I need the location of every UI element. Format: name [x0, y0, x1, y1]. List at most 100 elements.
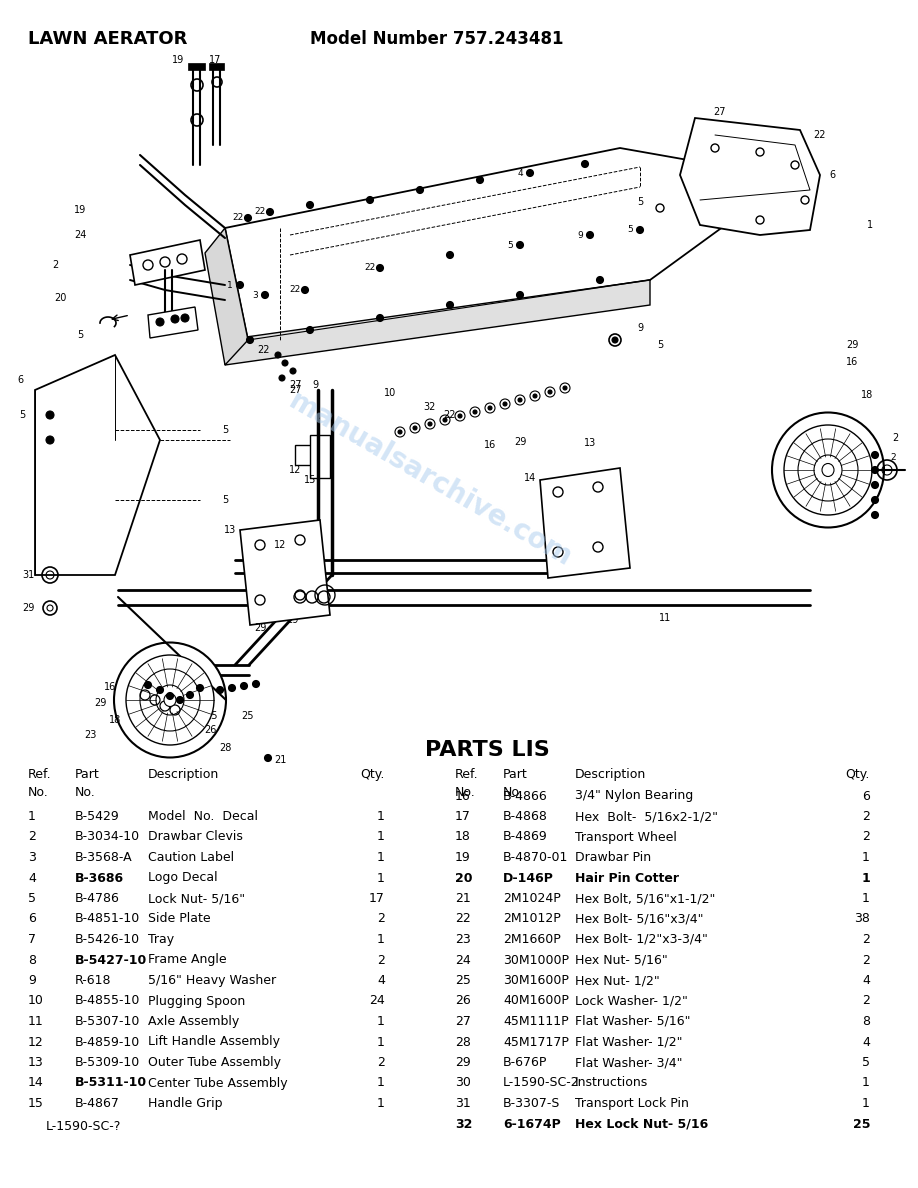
Polygon shape — [205, 228, 248, 365]
Text: 5/16" Heavy Washer: 5/16" Heavy Washer — [148, 974, 276, 987]
Text: 3: 3 — [252, 291, 258, 299]
Text: B-5307-10: B-5307-10 — [75, 1015, 140, 1028]
Text: 9: 9 — [577, 230, 583, 240]
Circle shape — [196, 684, 204, 691]
Text: 5: 5 — [222, 495, 229, 505]
Text: Hex Nut- 5/16": Hex Nut- 5/16" — [575, 954, 667, 967]
Text: 27: 27 — [289, 385, 301, 394]
Ellipse shape — [784, 425, 872, 516]
Circle shape — [279, 375, 285, 381]
Text: Center Tube Assembly: Center Tube Assembly — [148, 1076, 287, 1089]
Circle shape — [398, 430, 402, 434]
Text: 16: 16 — [484, 440, 496, 450]
Text: 12: 12 — [274, 541, 286, 550]
Text: 10: 10 — [28, 994, 44, 1007]
Text: 30: 30 — [455, 1076, 471, 1089]
Text: 14: 14 — [524, 473, 536, 484]
Text: Part: Part — [75, 767, 100, 781]
Text: 40M1600P: 40M1600P — [503, 994, 569, 1007]
Text: R-618: R-618 — [75, 974, 111, 987]
Text: B-5311-10: B-5311-10 — [75, 1076, 147, 1089]
Text: 2: 2 — [862, 933, 870, 946]
Polygon shape — [225, 148, 790, 340]
Text: 4: 4 — [862, 1036, 870, 1049]
Circle shape — [144, 682, 151, 689]
Text: 5: 5 — [28, 892, 36, 905]
Ellipse shape — [140, 669, 200, 731]
Text: B-3307-S: B-3307-S — [503, 1097, 560, 1110]
Circle shape — [307, 327, 314, 334]
Polygon shape — [188, 63, 205, 70]
Circle shape — [488, 406, 492, 410]
Text: 29: 29 — [22, 604, 34, 613]
Text: 32: 32 — [424, 402, 436, 412]
Polygon shape — [680, 118, 820, 235]
Circle shape — [533, 394, 537, 398]
Text: 27: 27 — [455, 1015, 471, 1028]
Text: 1: 1 — [377, 851, 385, 864]
Polygon shape — [540, 468, 630, 579]
Text: Lift Handle Assembly: Lift Handle Assembly — [148, 1036, 280, 1049]
Text: 31: 31 — [455, 1097, 471, 1110]
Circle shape — [871, 497, 879, 504]
Text: 13: 13 — [584, 438, 596, 448]
Text: 13: 13 — [224, 525, 236, 535]
Text: 17: 17 — [369, 892, 385, 905]
Text: B-5426-10: B-5426-10 — [75, 933, 140, 946]
Text: B-4859-10: B-4859-10 — [75, 1036, 140, 1049]
Text: 45M1717P: 45M1717P — [503, 1036, 569, 1049]
Ellipse shape — [156, 685, 184, 715]
Circle shape — [376, 265, 384, 272]
Text: D-146P: D-146P — [503, 872, 554, 885]
Circle shape — [229, 684, 236, 691]
Text: 2: 2 — [52, 260, 58, 270]
Text: No.: No. — [503, 785, 524, 798]
Text: 25: 25 — [455, 974, 471, 987]
Text: Instructions: Instructions — [575, 1076, 648, 1089]
Text: 3/4" Nylon Bearing: 3/4" Nylon Bearing — [575, 790, 693, 803]
Text: 12: 12 — [289, 465, 301, 475]
Text: Caution Label: Caution Label — [148, 851, 234, 864]
Text: 7: 7 — [28, 933, 36, 946]
Text: Ref.: Ref. — [455, 767, 478, 781]
Circle shape — [376, 315, 384, 322]
Circle shape — [307, 202, 314, 209]
Circle shape — [517, 291, 523, 298]
Text: 16: 16 — [455, 790, 471, 803]
Text: 5: 5 — [507, 240, 513, 249]
Text: 4: 4 — [862, 974, 870, 987]
Text: 5: 5 — [862, 1056, 870, 1069]
Text: manualsarchive.com: manualsarchive.com — [284, 387, 577, 573]
Text: 4: 4 — [377, 974, 385, 987]
Text: 4: 4 — [517, 169, 523, 177]
Text: 22: 22 — [257, 345, 269, 355]
Text: 2: 2 — [892, 432, 898, 443]
Text: 8: 8 — [28, 954, 36, 967]
Text: Plugging Spoon: Plugging Spoon — [148, 994, 245, 1007]
Text: Ref.: Ref. — [28, 767, 51, 781]
Circle shape — [413, 426, 417, 430]
Circle shape — [171, 315, 179, 323]
Text: 25: 25 — [206, 710, 218, 721]
Text: Hex Bolt- 5/16"x3/4": Hex Bolt- 5/16"x3/4" — [575, 912, 703, 925]
Text: 15: 15 — [28, 1097, 44, 1110]
Text: Logo Decal: Logo Decal — [148, 872, 218, 885]
Text: 2: 2 — [377, 912, 385, 925]
Circle shape — [244, 215, 252, 221]
Text: B-4868: B-4868 — [503, 810, 548, 823]
Text: 2: 2 — [377, 954, 385, 967]
Text: 28: 28 — [455, 1036, 471, 1049]
Text: 12: 12 — [28, 1036, 44, 1049]
Text: Lock Nut- 5/16": Lock Nut- 5/16" — [148, 892, 245, 905]
Text: Model  No.  Decal: Model No. Decal — [148, 810, 258, 823]
Ellipse shape — [114, 643, 226, 758]
Circle shape — [301, 286, 308, 293]
Text: 29: 29 — [455, 1056, 471, 1069]
Polygon shape — [240, 520, 330, 625]
Circle shape — [428, 422, 432, 426]
Circle shape — [871, 467, 879, 474]
Text: 29: 29 — [514, 437, 526, 447]
Circle shape — [871, 451, 879, 459]
Text: 5: 5 — [19, 410, 25, 421]
Text: B-4786: B-4786 — [75, 892, 120, 905]
